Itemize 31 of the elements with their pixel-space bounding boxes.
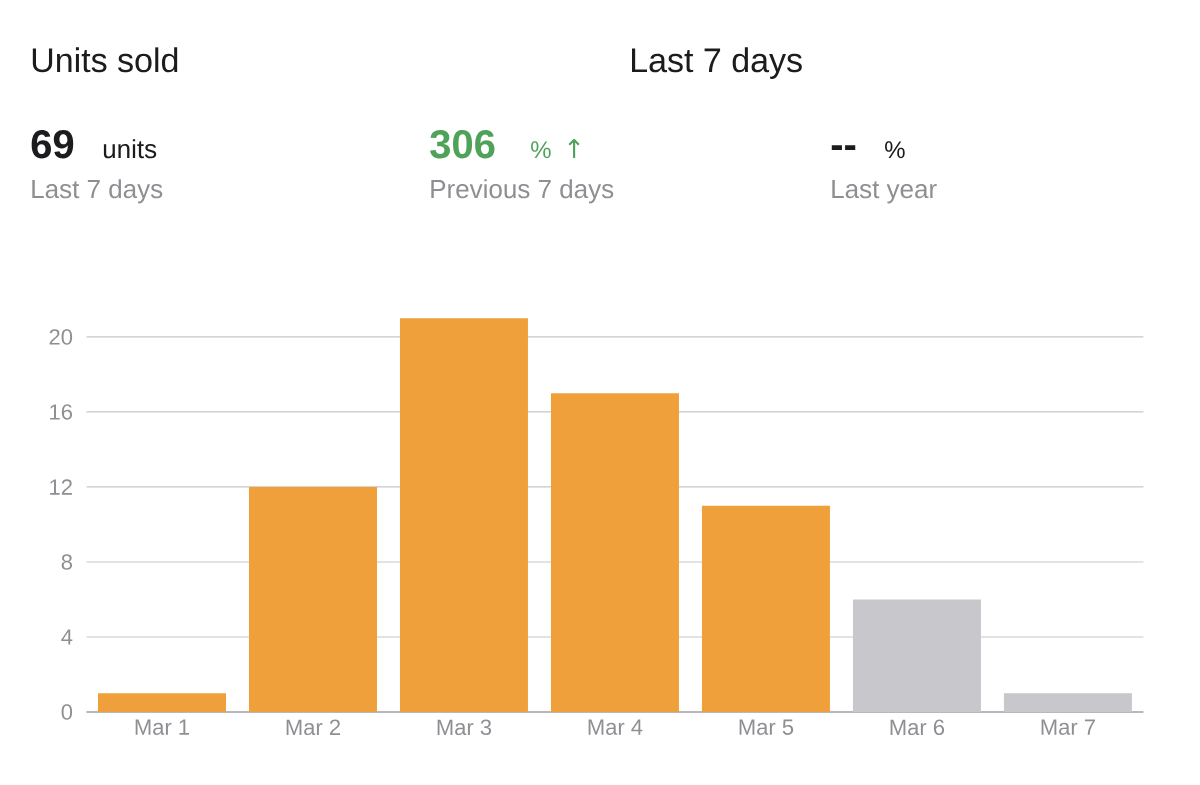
y-tick-label: 4	[61, 629, 73, 645]
y-tick-label: 0	[61, 704, 73, 720]
text: Previous 7 days	[431, 179, 614, 204]
bar	[399, 318, 528, 712]
text: Last 7 days	[32, 179, 163, 204]
y-tick-label: 8	[61, 554, 73, 570]
y-tick-label: 12	[50, 479, 72, 495]
x-tick-label: Mar 1	[135, 719, 190, 735]
text: Last year	[832, 180, 937, 204]
y-tick-label: 20	[49, 329, 73, 345]
text: ↑	[568, 138, 580, 158]
text: 69	[31, 130, 74, 159]
chart-subtitle: Last 7 days	[632, 47, 802, 80]
text: units	[103, 139, 157, 159]
x-tick-label: Mar 2	[286, 719, 340, 736]
bar	[701, 505, 830, 712]
x-tick-label: Mar 7	[1041, 719, 1095, 735]
text: --	[831, 145, 856, 151]
x-tick-label: Mar 3	[437, 719, 492, 736]
y-tick-label: 16	[50, 404, 72, 420]
x-tick-label: Mar 5	[739, 719, 794, 735]
bar	[248, 486, 377, 712]
bar	[550, 393, 679, 712]
x-tick-label: Mar 6	[890, 719, 945, 736]
bar	[1003, 693, 1132, 712]
bar	[98, 693, 226, 712]
text: 306	[430, 130, 495, 159]
text: %	[531, 141, 551, 159]
x-tick-label: Mar 4	[588, 719, 643, 735]
text: %	[885, 141, 905, 159]
chart-title: Units sold	[32, 47, 178, 73]
